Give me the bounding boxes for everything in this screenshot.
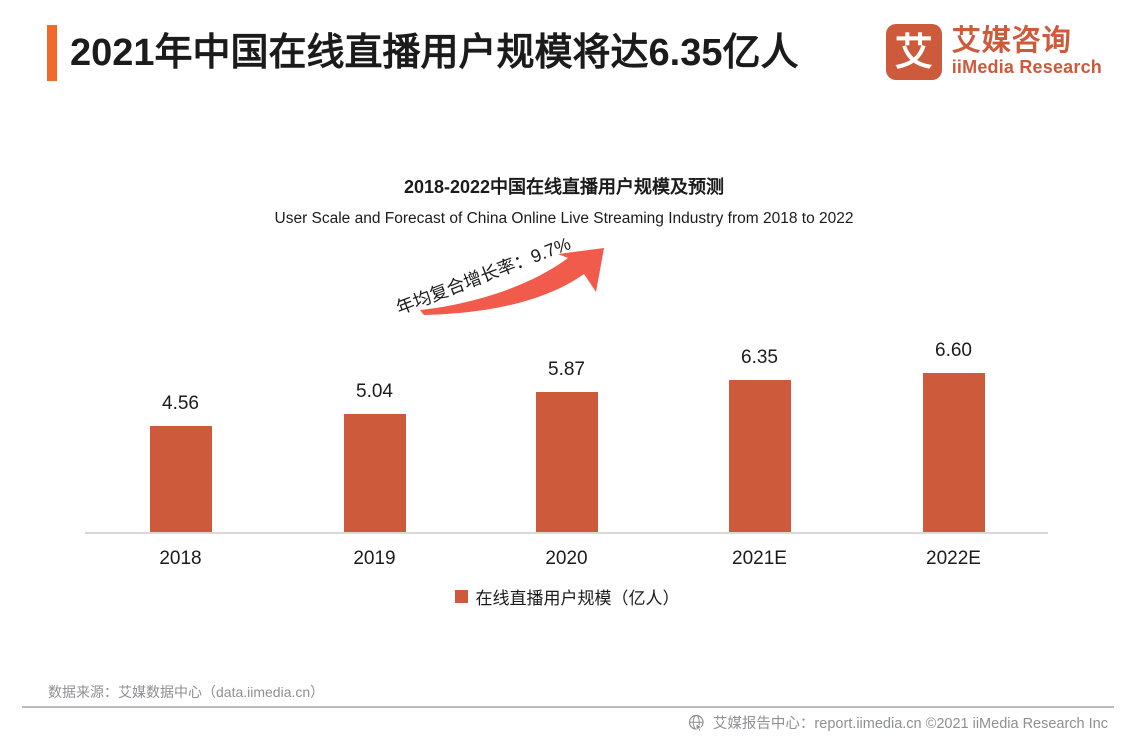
bar-group: 5.87	[535, 0, 598, 532]
footer-bar: 艾媒报告中心：report.iimedia.cn ©2021 iiMedia R…	[0, 708, 1134, 737]
bar-group: 5.04	[343, 0, 406, 532]
bar-value-label: 5.04	[356, 381, 393, 402]
bar	[535, 392, 598, 532]
x-axis-tick-label: 2022E	[926, 548, 981, 569]
bar-value-label: 6.60	[935, 340, 972, 361]
x-axis-tick-label: 2021E	[732, 548, 787, 569]
legend-label: 在线直播用户规模（亿人）	[475, 589, 680, 608]
bar	[728, 380, 791, 532]
bar-group: 6.35	[728, 0, 791, 532]
footer-report-center-text: 艾媒报告中心：report.iimedia.cn ©2021 iiMedia R…	[712, 716, 1108, 732]
growth-arrow-icon	[420, 248, 604, 315]
bar-group: 4.56	[149, 0, 212, 532]
bar-value-label: 5.87	[548, 359, 585, 380]
globe-icon	[688, 714, 704, 732]
chart-title: 2018-2022中国在线直播用户规模及预测	[403, 177, 725, 197]
x-axis-tick-label: 2018	[159, 548, 202, 569]
bar	[149, 426, 212, 532]
bar-value-label: 6.35	[741, 347, 778, 368]
bar-value-label: 4.56	[162, 393, 199, 414]
logo-name-en: iiMedia Research	[951, 56, 1102, 77]
chart-subtitle: User Scale and Forecast of China Online …	[274, 210, 854, 227]
title-accent-bar	[47, 25, 57, 81]
bar-group: 6.60	[922, 0, 985, 532]
source-note: 数据来源：艾媒数据中心（data.iimedia.cn）	[48, 684, 325, 700]
x-axis-tick-label: 2020	[545, 548, 588, 569]
bar	[922, 373, 985, 532]
legend-swatch-icon	[454, 590, 468, 603]
footer-divider	[22, 706, 1114, 708]
chart-legend: 在线直播用户规模（亿人）	[0, 584, 1134, 609]
x-axis-tick-label: 2019	[353, 548, 396, 569]
x-axis-line	[85, 532, 1048, 534]
bar	[343, 414, 406, 532]
page-title: 2021年中国在线直播用户规模将达6.35亿人	[70, 32, 799, 74]
iimedia-logo-icon: 艾	[885, 24, 942, 80]
brand-logo: 艾 艾媒咨询 iiMedia Research	[885, 24, 1102, 80]
logo-name-cn: 艾媒咨询	[951, 25, 1072, 58]
logo-wordmark: 艾媒咨询 iiMedia Research	[952, 26, 1102, 77]
